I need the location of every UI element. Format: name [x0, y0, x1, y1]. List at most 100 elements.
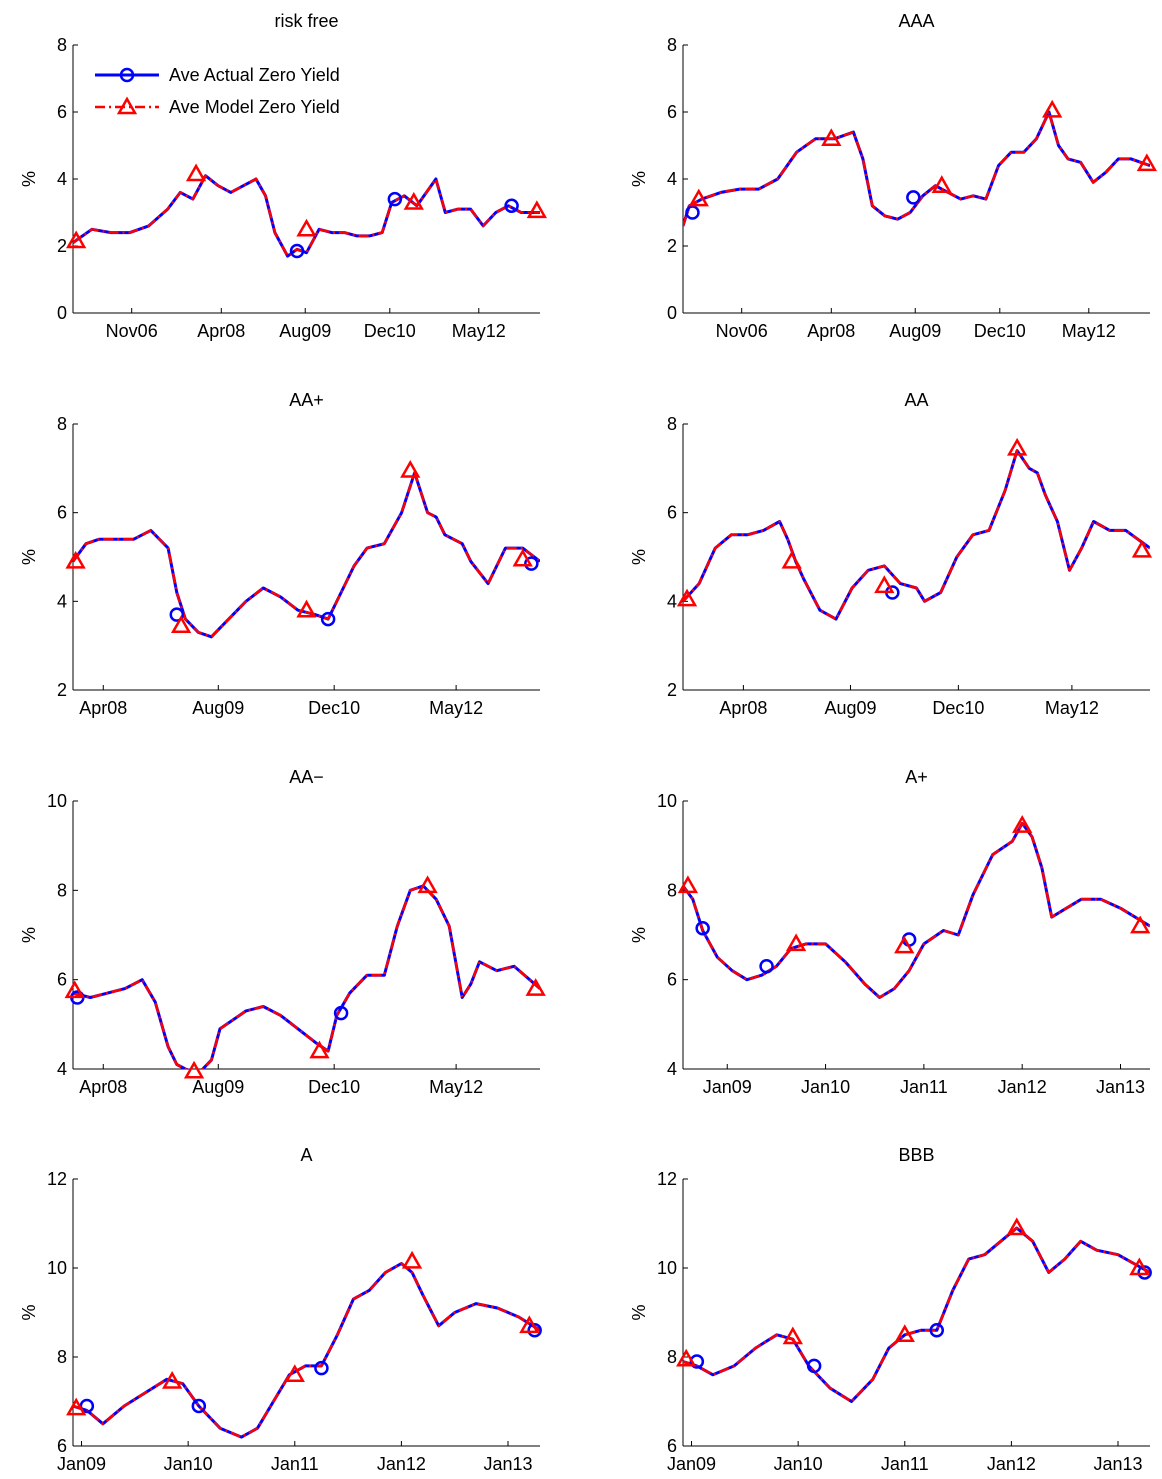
x-tick-label: May12 [452, 321, 506, 341]
y-tick-label: 6 [57, 503, 67, 523]
x-tick-label: Jan10 [801, 1077, 850, 1097]
series-marker-model [688, 188, 709, 207]
series-line-model [73, 174, 540, 258]
y-tick-label: 2 [57, 680, 67, 700]
x-tick-label: Aug09 [279, 321, 331, 341]
y-tick-label: 8 [57, 414, 67, 434]
y-tick-label: 8 [667, 880, 677, 900]
plot-area [683, 821, 1150, 999]
y-tick-label: 8 [57, 880, 67, 900]
series-marker-model [66, 230, 87, 249]
series-marker-model [894, 935, 915, 954]
y-tick-label: 2 [667, 236, 677, 256]
plot-area [73, 471, 540, 639]
x-tick-label: Jan10 [774, 1454, 823, 1474]
series-marker-model [65, 550, 86, 569]
series-marker-model [284, 1364, 305, 1383]
series-marker-model [526, 200, 547, 219]
y-tick-label: 4 [667, 591, 677, 611]
plot-area [683, 449, 1150, 621]
chart-panel-3: 2 4 6 8 Apr08 Aug09 Dec10 May12 AA+% [19, 390, 540, 718]
series-marker-actual [806, 1358, 822, 1374]
series-line-actual [73, 1262, 540, 1439]
y-tick-label: 4 [667, 1059, 677, 1079]
series-marker-actual [695, 921, 710, 936]
y-tick-label: 4 [57, 1059, 67, 1079]
y-tick-label: 4 [57, 169, 67, 189]
series-marker-model [162, 1370, 183, 1389]
series-line-model [73, 1262, 540, 1439]
series-marker-model [1131, 539, 1153, 558]
y-axis-label: % [19, 171, 39, 187]
series-marker-actual [314, 1360, 329, 1376]
x-tick-label: Jan13 [1096, 1077, 1145, 1097]
y-tick-label: 12 [657, 1169, 677, 1189]
series-marker-model [894, 1324, 915, 1342]
series-marker-actual [289, 243, 305, 259]
x-tick-label: Dec10 [308, 1077, 360, 1097]
series-marker-model [1012, 815, 1033, 833]
chart-title: BBB [898, 1145, 934, 1165]
chart-panel-5: 4 6 8 10 Apr08 Aug09 Dec10 May12 AA−% [19, 767, 546, 1097]
series-line-model [683, 822, 1150, 999]
series-marker-actual [685, 205, 700, 220]
series-marker-model [1136, 153, 1157, 172]
series-line-actual [73, 884, 540, 1069]
x-tick-label: Apr08 [807, 321, 855, 341]
x-tick-label: Aug09 [824, 698, 876, 718]
series-line-model [683, 110, 1150, 227]
x-tick-label: Dec10 [308, 698, 360, 718]
series-line-model [73, 471, 540, 639]
y-tick-label: 8 [667, 1347, 677, 1367]
y-tick-label: 10 [47, 1258, 67, 1278]
x-tick-label: Apr08 [719, 698, 767, 718]
series-marker-model [403, 191, 424, 210]
series-marker-model [676, 1348, 697, 1367]
legend-marker [116, 96, 138, 115]
series-line-actual [683, 1226, 1150, 1403]
x-tick-label: Aug09 [192, 1077, 244, 1097]
y-tick-label: 10 [657, 1258, 677, 1278]
x-tick-label: Jan09 [667, 1454, 716, 1474]
y-tick-label: 6 [57, 102, 67, 122]
x-tick-label: Aug09 [889, 321, 941, 341]
y-tick-label: 6 [667, 503, 677, 523]
x-tick-label: Jan12 [998, 1077, 1047, 1097]
series-line-actual [683, 110, 1150, 227]
y-tick-label: 6 [667, 102, 677, 122]
series-marker-model [296, 599, 317, 618]
y-tick-label: 8 [57, 1347, 67, 1367]
series-marker-actual [929, 1323, 945, 1338]
series-marker-model [170, 615, 192, 633]
series-marker-model [519, 1315, 540, 1334]
series-marker-model [1006, 437, 1028, 456]
y-axis-label: % [629, 171, 649, 187]
x-tick-label: Dec10 [932, 698, 984, 718]
series-marker-actual [191, 1398, 207, 1414]
x-tick-label: Dec10 [974, 321, 1026, 341]
series-marker-model [309, 1040, 330, 1059]
y-axis-label: % [629, 1304, 649, 1320]
x-tick-label: Apr08 [197, 321, 245, 341]
chart-panel-2: 0 2 4 6 8 Nov06 Apr08 Aug09 Dec10 May12 AAA% [629, 11, 1157, 341]
y-axis-label: % [629, 927, 649, 943]
chart-title: AA [904, 390, 928, 410]
y-axis-label: % [19, 549, 39, 565]
x-tick-label: Jan09 [57, 1454, 106, 1474]
series-line-model [73, 884, 540, 1069]
x-tick-label: Jan10 [164, 1454, 213, 1474]
series-marker-model [785, 933, 807, 952]
legend: Ave Actual Zero Yield Ave Model Zero Yiel… [95, 65, 340, 117]
x-tick-label: Jan12 [377, 1454, 426, 1474]
series-marker-model [821, 128, 842, 147]
series-marker-model [296, 218, 317, 237]
x-tick-label: Nov06 [106, 321, 158, 341]
y-tick-label: 0 [57, 303, 67, 323]
chart-panel-4: 2 4 6 8 Apr08 Aug09 Dec10 May12 AA% [629, 390, 1153, 718]
series-line-model [683, 449, 1150, 621]
chart-title: risk free [274, 11, 338, 31]
y-tick-label: 12 [47, 1169, 67, 1189]
chart-panel-8: 6 8 10 12 Jan09 Jan10 Jan11 Jan12 Jan13 BBB% [629, 1145, 1152, 1474]
series-marker-model [1042, 99, 1063, 118]
